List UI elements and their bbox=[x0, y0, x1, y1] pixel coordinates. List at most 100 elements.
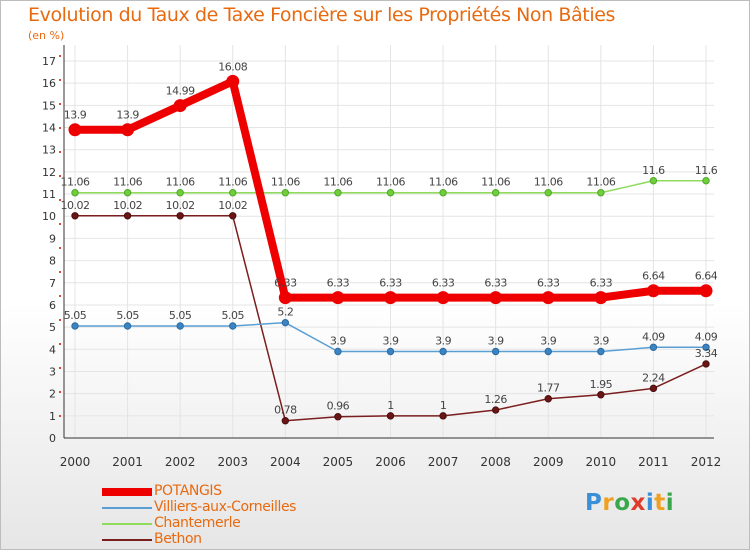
data-point-villiers-aux-corneilles bbox=[439, 347, 447, 356]
legend-item-villiers-aux-corneilles: Villiers-aux-Corneilles bbox=[102, 499, 342, 516]
data-label-chantemerle: 11.06 bbox=[376, 176, 405, 189]
data-point-chantemerle bbox=[544, 189, 552, 197]
data-label-bethon: 1.77 bbox=[537, 382, 560, 395]
data-label-bethon: 1 bbox=[440, 399, 447, 412]
data-point-villiers-aux-corneilles bbox=[702, 343, 710, 351]
data-point-villiers-aux-corneilles bbox=[71, 322, 79, 330]
series-potangis bbox=[68, 74, 713, 305]
legend-label-potangis: POTANGIS bbox=[154, 483, 222, 499]
legend-label-chantemerle: Chantemerle bbox=[154, 515, 241, 531]
data-label-bethon: 1 bbox=[387, 399, 394, 412]
y-tick-label: 8 bbox=[49, 255, 56, 268]
data-point-chantemerle bbox=[229, 189, 237, 197]
logo-letter: i bbox=[645, 490, 655, 516]
y-tick-label: 16 bbox=[42, 77, 56, 90]
x-tick-label: 2005 bbox=[323, 455, 354, 469]
data-label-villiers-aux-corneilles: 5.05 bbox=[116, 309, 139, 322]
data-label-bethon: 10.02 bbox=[218, 199, 247, 212]
data-point-villiers-aux-corneilles bbox=[544, 347, 552, 356]
data-point-villiers-aux-corneilles bbox=[649, 343, 658, 351]
data-label-bethon: 10.02 bbox=[166, 199, 195, 212]
data-label-chantemerle: 11.6 bbox=[695, 164, 718, 177]
y-tick-label: 10 bbox=[42, 210, 56, 223]
data-point-chantemerle bbox=[702, 177, 710, 185]
data-label-villiers-aux-corneilles: 4.09 bbox=[642, 330, 665, 343]
y-tick-label: 15 bbox=[42, 99, 56, 112]
data-label-chantemerle: 11.06 bbox=[113, 176, 142, 189]
data-point-villiers-aux-corneilles bbox=[123, 322, 132, 330]
x-tick-label: 2000 bbox=[60, 455, 91, 469]
data-label-villiers-aux-corneilles: 3.9 bbox=[330, 335, 346, 348]
data-label-bethon: 10.02 bbox=[61, 199, 90, 212]
x-tick-label: 2007 bbox=[428, 455, 459, 469]
data-point-villiers-aux-corneilles bbox=[176, 322, 184, 330]
data-label-potangis: 6.33 bbox=[537, 277, 560, 290]
data-point-bethon bbox=[71, 212, 79, 220]
data-point-chantemerle bbox=[123, 189, 132, 197]
data-point-villiers-aux-corneilles bbox=[597, 347, 605, 356]
x-tick-label: 2011 bbox=[638, 455, 669, 469]
data-label-chantemerle: 11.06 bbox=[586, 176, 615, 189]
data-label-potangis: 6.33 bbox=[379, 277, 402, 290]
data-point-chantemerle bbox=[491, 189, 500, 197]
data-point-villiers-aux-corneilles bbox=[386, 347, 395, 356]
data-label-villiers-aux-corneilles: 4.09 bbox=[695, 330, 718, 343]
series-layer bbox=[68, 74, 713, 425]
x-tick-label: 2006 bbox=[375, 455, 406, 469]
data-label-bethon: 2.24 bbox=[642, 371, 665, 384]
x-tick-label: 2009 bbox=[533, 455, 564, 469]
data-label-villiers-aux-corneilles: 5.05 bbox=[64, 309, 87, 322]
legend-label-bethon: Bethon bbox=[154, 531, 202, 547]
data-point-chantemerle bbox=[71, 189, 79, 197]
legend-swatch-chantemerle bbox=[102, 523, 152, 525]
data-point-bethon bbox=[597, 391, 605, 399]
data-label-villiers-aux-corneilles: 5.2 bbox=[277, 306, 293, 319]
data-point-chantemerle bbox=[281, 189, 290, 197]
data-label-chantemerle: 11.6 bbox=[642, 164, 665, 177]
data-label-bethon: 3.34 bbox=[695, 347, 718, 360]
y-axis-unit: (en %) bbox=[28, 29, 65, 42]
data-label-potangis: 6.33 bbox=[327, 277, 350, 290]
data-label-bethon: 0.78 bbox=[274, 404, 297, 417]
data-label-bethon: 0.96 bbox=[327, 400, 350, 413]
legend-item-chantemerle: Chantemerle bbox=[102, 515, 342, 532]
data-point-potangis bbox=[541, 291, 555, 305]
grid bbox=[64, 45, 714, 438]
data-label-potangis: 6.33 bbox=[274, 277, 297, 290]
data-point-bethon bbox=[281, 417, 290, 425]
logo-letter: t bbox=[654, 490, 666, 516]
logo-letter: x bbox=[630, 490, 646, 516]
data-label-chantemerle: 11.06 bbox=[61, 176, 90, 189]
x-tick-label: 2003 bbox=[217, 455, 248, 469]
data-point-potangis bbox=[173, 99, 187, 113]
y-tick-label: 1 bbox=[49, 410, 56, 423]
data-point-bethon bbox=[649, 384, 658, 393]
data-label-chantemerle: 11.06 bbox=[534, 176, 563, 189]
legend-item-bethon: Bethon bbox=[102, 531, 342, 548]
data-label-potangis: 16.08 bbox=[218, 60, 247, 73]
x-tick-label: 2008 bbox=[480, 455, 511, 469]
y-tick-label: 17 bbox=[42, 55, 56, 68]
data-point-bethon bbox=[702, 360, 710, 368]
data-point-chantemerle bbox=[439, 189, 447, 197]
data-point-bethon bbox=[544, 395, 552, 403]
x-tick-label: 2010 bbox=[586, 455, 617, 469]
data-point-potangis bbox=[699, 284, 713, 298]
data-label-villiers-aux-corneilles: 5.05 bbox=[169, 309, 192, 322]
data-point-potangis bbox=[278, 291, 292, 305]
data-label-villiers-aux-corneilles: 3.9 bbox=[435, 335, 451, 348]
data-label-bethon: 10.02 bbox=[113, 199, 142, 212]
y-tick-label: 11 bbox=[42, 188, 56, 201]
data-point-bethon bbox=[386, 412, 395, 420]
y-tick-label: 7 bbox=[49, 277, 56, 290]
legend-swatch-bethon bbox=[102, 539, 152, 541]
data-label-potangis: 6.64 bbox=[695, 270, 718, 283]
x-tick-label: 2001 bbox=[112, 455, 143, 469]
data-label-chantemerle: 11.06 bbox=[166, 176, 195, 189]
data-point-potangis bbox=[331, 291, 345, 305]
y-tick-label: 5 bbox=[49, 321, 56, 334]
y-tick-label: 12 bbox=[42, 166, 56, 179]
y-tick-label: 4 bbox=[49, 343, 56, 356]
